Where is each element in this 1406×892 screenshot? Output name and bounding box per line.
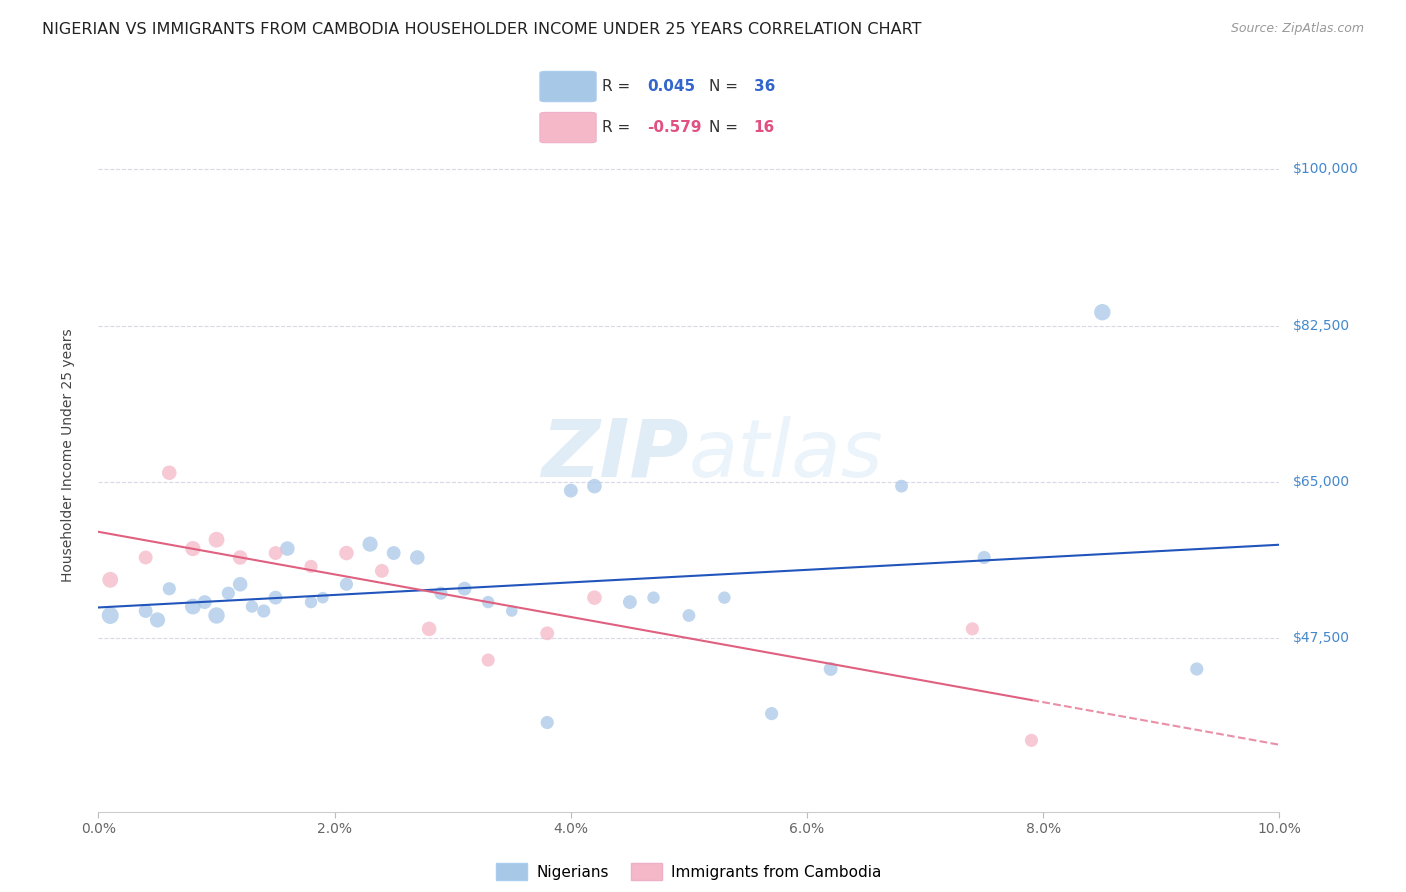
Text: 36: 36 bbox=[754, 79, 775, 94]
Point bbox=[181, 541, 204, 556]
Point bbox=[713, 591, 735, 605]
Legend: Nigerians, Immigrants from Cambodia: Nigerians, Immigrants from Cambodia bbox=[491, 857, 887, 886]
Point bbox=[98, 608, 121, 623]
Point bbox=[217, 586, 239, 600]
Text: $100,000: $100,000 bbox=[1294, 162, 1360, 177]
Point bbox=[477, 595, 499, 609]
Point bbox=[1091, 305, 1114, 319]
Point bbox=[678, 608, 700, 623]
Text: R =: R = bbox=[602, 120, 636, 135]
Point bbox=[453, 582, 475, 596]
Text: N =: N = bbox=[709, 79, 742, 94]
Point bbox=[406, 550, 429, 565]
Point bbox=[583, 591, 606, 605]
Point bbox=[229, 550, 252, 565]
Point bbox=[335, 577, 357, 591]
Point bbox=[135, 604, 157, 618]
Point bbox=[157, 466, 180, 480]
Point bbox=[536, 626, 558, 640]
Point bbox=[240, 599, 263, 614]
Point bbox=[619, 595, 641, 609]
FancyBboxPatch shape bbox=[540, 71, 596, 102]
Point bbox=[359, 537, 381, 551]
Point bbox=[583, 479, 606, 493]
Text: R =: R = bbox=[602, 79, 636, 94]
Point bbox=[560, 483, 582, 498]
Point bbox=[181, 599, 204, 614]
Point bbox=[264, 591, 287, 605]
Text: Source: ZipAtlas.com: Source: ZipAtlas.com bbox=[1230, 22, 1364, 36]
Point bbox=[335, 546, 357, 560]
Point bbox=[382, 546, 405, 560]
Point bbox=[253, 604, 276, 618]
Text: $82,500: $82,500 bbox=[1294, 318, 1351, 333]
Point bbox=[135, 550, 157, 565]
Point bbox=[229, 577, 252, 591]
Point bbox=[890, 479, 912, 493]
Text: -0.579: -0.579 bbox=[647, 120, 702, 135]
Point bbox=[205, 533, 228, 547]
Point bbox=[157, 582, 180, 596]
Y-axis label: Householder Income Under 25 years: Householder Income Under 25 years bbox=[60, 328, 75, 582]
Text: atlas: atlas bbox=[689, 416, 884, 494]
Point bbox=[205, 608, 228, 623]
Text: NIGERIAN VS IMMIGRANTS FROM CAMBODIA HOUSEHOLDER INCOME UNDER 25 YEARS CORRELATI: NIGERIAN VS IMMIGRANTS FROM CAMBODIA HOU… bbox=[42, 22, 922, 37]
Point bbox=[761, 706, 783, 721]
Point bbox=[1021, 733, 1043, 747]
Point bbox=[643, 591, 665, 605]
Text: 16: 16 bbox=[754, 120, 775, 135]
Point bbox=[430, 586, 453, 600]
Point bbox=[962, 622, 984, 636]
Point bbox=[194, 595, 217, 609]
Text: $65,000: $65,000 bbox=[1294, 475, 1351, 489]
Point bbox=[973, 550, 995, 565]
Point bbox=[418, 622, 440, 636]
FancyBboxPatch shape bbox=[540, 112, 596, 143]
Point bbox=[264, 546, 287, 560]
Point bbox=[1185, 662, 1208, 676]
Point bbox=[299, 559, 322, 574]
Text: $47,500: $47,500 bbox=[1294, 631, 1350, 645]
Point bbox=[371, 564, 394, 578]
Point bbox=[477, 653, 499, 667]
Point bbox=[276, 541, 298, 556]
Point bbox=[98, 573, 121, 587]
Point bbox=[312, 591, 335, 605]
Point bbox=[820, 662, 842, 676]
Point bbox=[299, 595, 322, 609]
Text: 0.045: 0.045 bbox=[647, 79, 695, 94]
Point bbox=[501, 604, 523, 618]
Point bbox=[536, 715, 558, 730]
Point bbox=[146, 613, 169, 627]
Text: N =: N = bbox=[709, 120, 742, 135]
Text: ZIP: ZIP bbox=[541, 416, 689, 494]
